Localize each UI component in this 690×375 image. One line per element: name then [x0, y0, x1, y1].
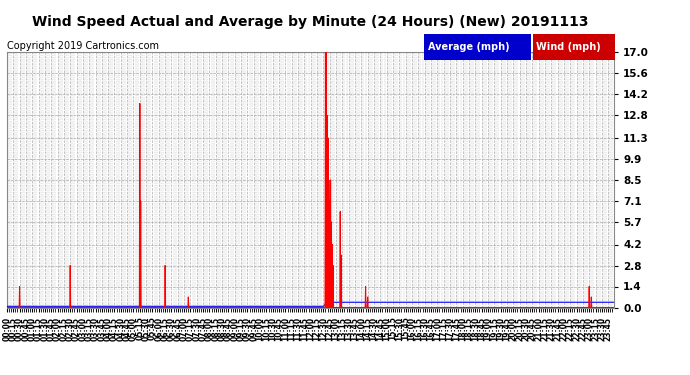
Text: Wind Speed Actual and Average by Minute (24 Hours) (New) 20191113: Wind Speed Actual and Average by Minute … [32, 15, 589, 29]
Text: Wind (mph): Wind (mph) [536, 42, 601, 52]
Text: Copyright 2019 Cartronics.com: Copyright 2019 Cartronics.com [7, 41, 159, 51]
Text: Average (mph): Average (mph) [428, 42, 509, 52]
